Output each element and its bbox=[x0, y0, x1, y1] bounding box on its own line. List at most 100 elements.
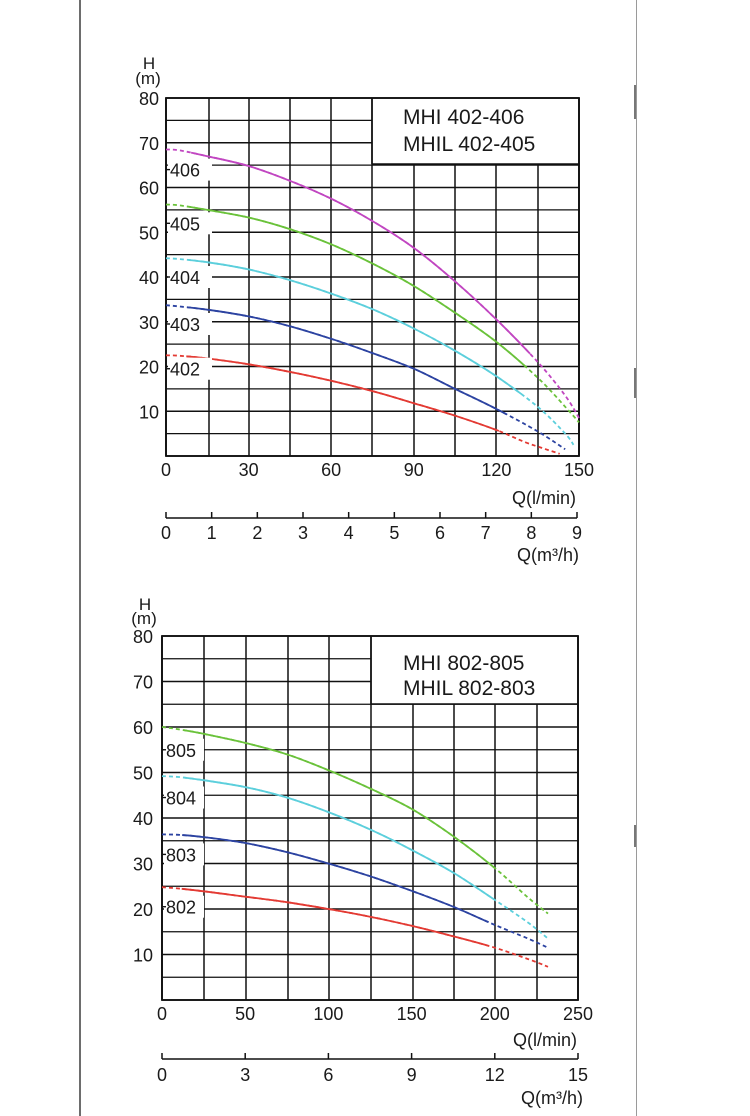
x-tick-label-lpm: 30 bbox=[239, 460, 259, 480]
series-label-box bbox=[168, 266, 212, 288]
x-tick-label-m3h: 3 bbox=[298, 523, 308, 543]
x-tick-label-lpm: 60 bbox=[321, 460, 341, 480]
grid bbox=[165, 97, 580, 457]
series-label: 802 bbox=[166, 898, 196, 918]
legend-text: MHIL 802-803 bbox=[403, 677, 535, 700]
y-tick-label: 70 bbox=[139, 134, 159, 154]
series-402: 402 bbox=[165, 354, 560, 455]
y-tick-label: 10 bbox=[139, 402, 159, 422]
series-line bbox=[161, 886, 549, 968]
page-frame-left bbox=[79, 0, 81, 1116]
x-axis-title-lpm: Q(l/min) bbox=[512, 488, 576, 508]
y-tick-label: 60 bbox=[139, 179, 159, 199]
series-label: 404 bbox=[170, 268, 200, 288]
y-tick-label: 70 bbox=[133, 673, 153, 693]
x-tick-label-lpm: 120 bbox=[481, 460, 511, 480]
series-line-dashed bbox=[161, 833, 549, 949]
x-tick-label-m3h: 6 bbox=[323, 1065, 333, 1085]
series-403: 403 bbox=[165, 304, 566, 451]
x-axis-title-m3h: Q(m³/h) bbox=[517, 545, 579, 565]
series-line bbox=[165, 148, 580, 419]
series-line-dashed bbox=[165, 354, 560, 455]
x-tick-label-lpm: 250 bbox=[563, 1004, 593, 1024]
y-tick-label: 10 bbox=[133, 946, 153, 966]
y-axis-unit: (m) bbox=[135, 69, 160, 88]
series-line bbox=[165, 354, 560, 455]
x-tick-label-m3h: 9 bbox=[572, 523, 582, 543]
x-tick-label-m3h: 4 bbox=[344, 523, 354, 543]
series-405: 405 bbox=[165, 203, 580, 423]
page-edge-mark bbox=[634, 85, 636, 119]
x-tick-label-m3h: 5 bbox=[389, 523, 399, 543]
series-line bbox=[161, 726, 549, 915]
series-406: 406 bbox=[165, 148, 580, 419]
x-tick-label-m3h: 7 bbox=[481, 523, 491, 543]
page-frame-right bbox=[636, 0, 637, 1116]
y-tick-label: 80 bbox=[133, 627, 153, 647]
y-tick-label: 30 bbox=[139, 313, 159, 333]
x-tick-label-m3h: 0 bbox=[157, 1065, 167, 1085]
x-tick-label-m3h: 0 bbox=[161, 523, 171, 543]
series-label: 406 bbox=[170, 161, 200, 181]
series-line bbox=[165, 304, 566, 451]
series-label: 805 bbox=[166, 741, 196, 761]
series-label-box bbox=[168, 158, 212, 181]
y-axis-symbol: H bbox=[139, 595, 151, 614]
x-tick-label-lpm: 90 bbox=[404, 460, 424, 480]
legend-text: MHIL 402-405 bbox=[403, 133, 535, 156]
y-tick-label: 20 bbox=[133, 900, 153, 920]
series-label: 403 bbox=[170, 315, 200, 335]
series-805: 805 bbox=[161, 726, 549, 915]
series-label: 803 bbox=[166, 845, 196, 865]
y-axis-symbol: H bbox=[143, 54, 155, 73]
series-803: 803 bbox=[161, 833, 549, 949]
x-tick-label-lpm: 200 bbox=[480, 1004, 510, 1024]
x-tick-label-m3h: 1 bbox=[207, 523, 217, 543]
x-tick-label-lpm: 150 bbox=[397, 1004, 427, 1024]
series-label-box bbox=[168, 212, 212, 235]
x-tick-label-lpm: 150 bbox=[564, 460, 594, 480]
x-tick-label-lpm: 0 bbox=[161, 460, 171, 480]
x-axis-title-m3h: Q(m³/h) bbox=[521, 1088, 583, 1108]
series-label-box bbox=[164, 895, 204, 918]
page-edge-mark bbox=[634, 825, 636, 847]
x-tick-label-m3h: 12 bbox=[485, 1065, 505, 1085]
y-tick-label: 60 bbox=[133, 718, 153, 738]
series-804: 804 bbox=[161, 775, 549, 940]
x-tick-label-m3h: 15 bbox=[568, 1065, 588, 1085]
secondary-axis-m3h: 0 3 6 9 12 15 bbox=[157, 1053, 588, 1085]
y-tick-label: 30 bbox=[133, 855, 153, 875]
secondary-axis-m3h: 0 1 2 3 4 5 6 7 8 9 bbox=[161, 512, 582, 543]
y-tick-label: 40 bbox=[139, 268, 159, 288]
y-axis-unit: (m) bbox=[131, 609, 156, 628]
legend-text: MHI 402-406 bbox=[403, 106, 524, 129]
y-tick-label: 20 bbox=[139, 358, 159, 378]
series-label-box bbox=[164, 786, 204, 809]
x-tick-label-m3h: 8 bbox=[526, 523, 536, 543]
plot-frame bbox=[161, 635, 579, 1001]
grid bbox=[161, 635, 579, 1001]
x-tick-label-m3h: 2 bbox=[252, 523, 262, 543]
series-label: 804 bbox=[166, 789, 196, 809]
series-label-box bbox=[164, 738, 204, 761]
series-label-box bbox=[168, 357, 212, 380]
y-tick-label: 50 bbox=[133, 764, 153, 784]
series-line-dashed bbox=[165, 304, 566, 451]
series-404: 404 bbox=[165, 257, 575, 446]
x-axis-title-lpm: Q(l/min) bbox=[513, 1030, 577, 1050]
page-edge-mark bbox=[634, 368, 636, 398]
series-label-box bbox=[168, 312, 212, 335]
series-line bbox=[165, 257, 575, 446]
series-label: 402 bbox=[170, 360, 200, 380]
x-tick-label-m3h: 9 bbox=[407, 1065, 417, 1085]
series-802: 802 bbox=[161, 886, 549, 968]
x-tick-label-lpm: 100 bbox=[313, 1004, 343, 1024]
series-label-box bbox=[164, 843, 204, 866]
x-tick-label-lpm: 50 bbox=[235, 1004, 255, 1024]
series-label: 405 bbox=[170, 214, 200, 234]
series-line bbox=[161, 833, 549, 949]
x-tick-label-m3h: 6 bbox=[435, 523, 445, 543]
legend-text: MHI 802-805 bbox=[403, 652, 524, 675]
